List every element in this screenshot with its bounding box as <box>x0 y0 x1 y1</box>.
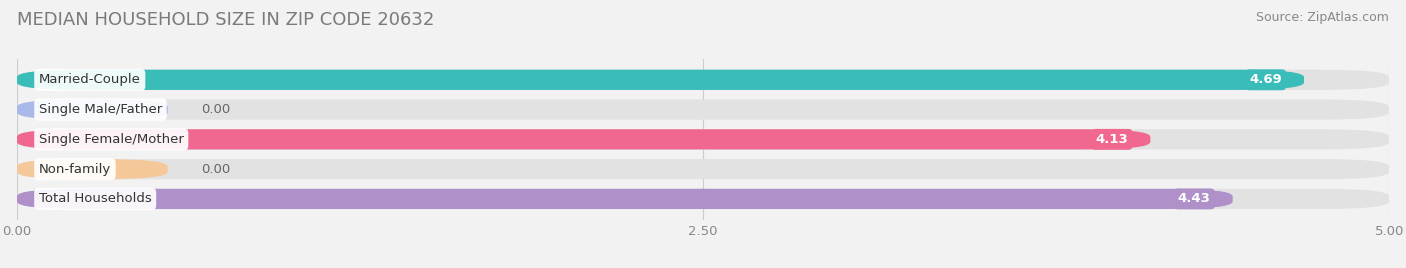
FancyBboxPatch shape <box>17 189 1233 209</box>
Text: Source: ZipAtlas.com: Source: ZipAtlas.com <box>1256 11 1389 24</box>
Text: Single Male/Father: Single Male/Father <box>39 103 162 116</box>
FancyBboxPatch shape <box>17 159 167 179</box>
FancyBboxPatch shape <box>17 99 1389 120</box>
Text: 4.13: 4.13 <box>1095 133 1129 146</box>
Text: Single Female/Mother: Single Female/Mother <box>39 133 184 146</box>
FancyBboxPatch shape <box>17 189 1389 209</box>
Text: 4.43: 4.43 <box>1178 192 1211 205</box>
Text: 0.00: 0.00 <box>201 163 231 176</box>
FancyBboxPatch shape <box>17 129 1150 150</box>
FancyBboxPatch shape <box>17 70 1303 90</box>
FancyBboxPatch shape <box>17 99 167 120</box>
Text: MEDIAN HOUSEHOLD SIZE IN ZIP CODE 20632: MEDIAN HOUSEHOLD SIZE IN ZIP CODE 20632 <box>17 11 434 29</box>
Text: Married-Couple: Married-Couple <box>39 73 141 86</box>
FancyBboxPatch shape <box>17 129 1389 150</box>
FancyBboxPatch shape <box>17 159 1389 179</box>
Text: 0.00: 0.00 <box>201 103 231 116</box>
FancyBboxPatch shape <box>17 70 1389 90</box>
Text: Non-family: Non-family <box>39 163 111 176</box>
Text: 4.69: 4.69 <box>1250 73 1282 86</box>
Text: Total Households: Total Households <box>39 192 152 205</box>
